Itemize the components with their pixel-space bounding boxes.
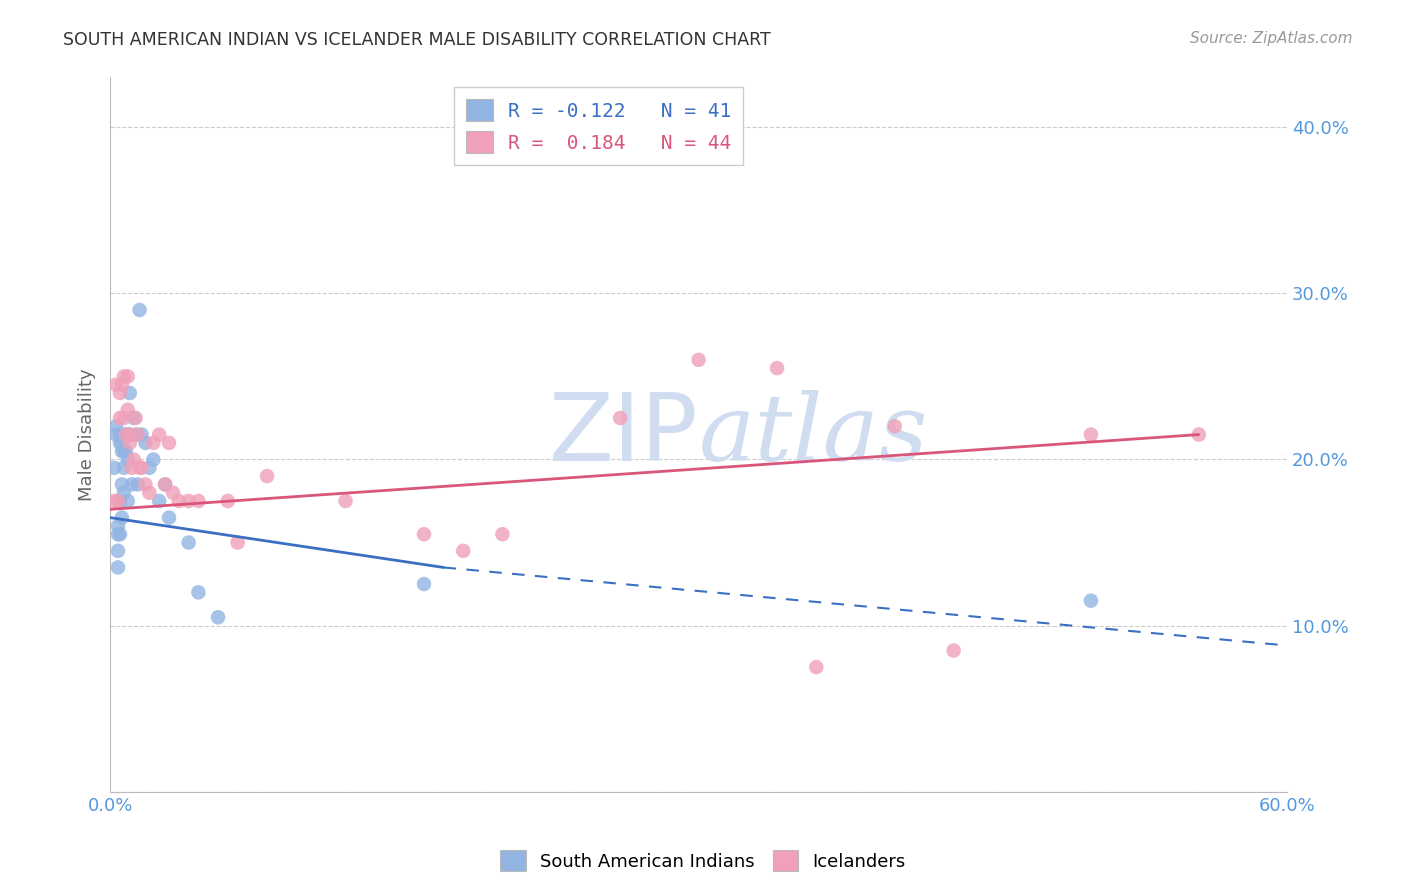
Point — [107, 560, 129, 574]
Point — [111, 435, 134, 450]
Point — [142, 452, 165, 467]
Point — [117, 369, 139, 384]
Point — [105, 419, 128, 434]
Point — [226, 535, 249, 549]
Point — [335, 494, 357, 508]
Point — [142, 435, 165, 450]
Point — [217, 494, 239, 508]
Point — [177, 494, 200, 508]
Point — [108, 386, 131, 401]
Point — [118, 386, 141, 401]
Text: atlas: atlas — [699, 390, 928, 480]
Point — [153, 477, 176, 491]
Point — [108, 435, 131, 450]
Point — [1188, 427, 1211, 442]
Point — [121, 477, 143, 491]
Point — [122, 452, 145, 467]
Point — [491, 527, 513, 541]
Point — [187, 494, 209, 508]
Point — [256, 469, 278, 483]
Point — [117, 402, 139, 417]
Point — [117, 494, 139, 508]
Point — [122, 411, 145, 425]
Text: Source: ZipAtlas.com: Source: ZipAtlas.com — [1189, 31, 1353, 46]
Point — [806, 660, 828, 674]
Legend: R = -0.122   N = 41, R =  0.184   N = 44: R = -0.122 N = 41, R = 0.184 N = 44 — [454, 87, 744, 165]
Point — [117, 452, 139, 467]
Point — [131, 460, 153, 475]
Point — [207, 610, 229, 624]
Point — [108, 494, 131, 508]
Point — [108, 411, 131, 425]
Point — [112, 460, 135, 475]
Point — [124, 411, 146, 425]
Point — [157, 435, 180, 450]
Point — [162, 485, 184, 500]
Point — [118, 427, 141, 442]
Point — [153, 477, 176, 491]
Text: ZIP: ZIP — [548, 389, 699, 481]
Point — [112, 369, 135, 384]
Point — [112, 411, 135, 425]
Point — [128, 303, 150, 318]
Point — [108, 527, 131, 541]
Point — [103, 494, 125, 508]
Point — [131, 427, 153, 442]
Legend: South American Indians, Icelanders: South American Indians, Icelanders — [494, 843, 912, 879]
Point — [167, 494, 190, 508]
Point — [111, 377, 134, 392]
Point — [157, 510, 180, 524]
Point — [115, 427, 138, 442]
Point — [1080, 593, 1102, 607]
Point — [107, 494, 129, 508]
Point — [413, 577, 436, 591]
Point — [118, 435, 141, 450]
Point — [883, 419, 905, 434]
Text: SOUTH AMERICAN INDIAN VS ICELANDER MALE DISABILITY CORRELATION CHART: SOUTH AMERICAN INDIAN VS ICELANDER MALE … — [63, 31, 770, 49]
Point — [187, 585, 209, 599]
Point — [105, 377, 128, 392]
Point — [148, 494, 170, 508]
Point — [105, 427, 128, 442]
Point — [115, 427, 138, 442]
Point — [609, 411, 631, 425]
Point — [128, 460, 150, 475]
Point — [107, 519, 129, 533]
Point — [107, 544, 129, 558]
Point — [134, 477, 156, 491]
Point — [124, 427, 146, 442]
Point — [134, 435, 156, 450]
Point — [688, 352, 710, 367]
Point — [111, 444, 134, 458]
Point — [942, 643, 965, 657]
Point — [413, 527, 436, 541]
Point — [118, 427, 141, 442]
Point — [138, 460, 160, 475]
Point — [115, 444, 138, 458]
Point — [138, 485, 160, 500]
Point — [127, 427, 149, 442]
Point — [148, 427, 170, 442]
Point — [1080, 427, 1102, 442]
Y-axis label: Male Disability: Male Disability — [79, 368, 96, 501]
Point — [103, 460, 125, 475]
Point — [111, 510, 134, 524]
Point — [111, 477, 134, 491]
Point — [121, 460, 143, 475]
Point — [451, 544, 474, 558]
Point — [112, 444, 135, 458]
Point — [107, 527, 129, 541]
Point — [108, 427, 131, 442]
Point — [127, 477, 149, 491]
Point — [766, 361, 789, 376]
Point — [177, 535, 200, 549]
Point — [112, 485, 135, 500]
